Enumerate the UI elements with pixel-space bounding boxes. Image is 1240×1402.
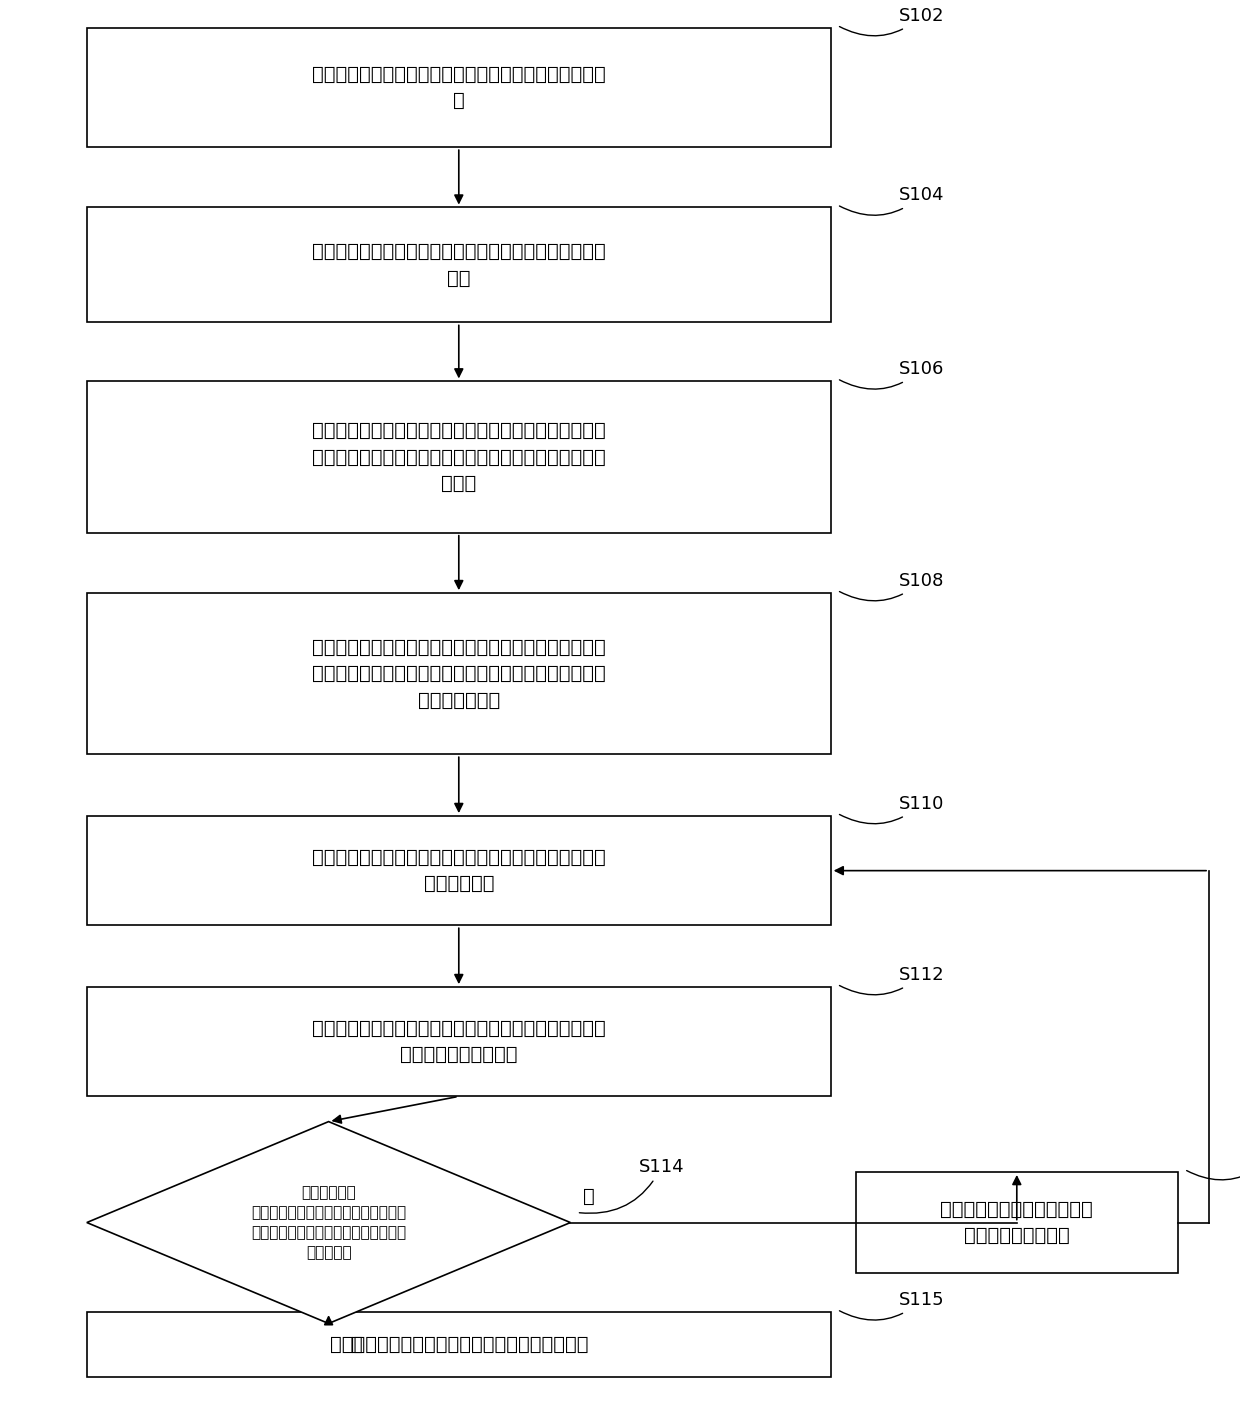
Text: 将无线通信信
号的信号频谱与处理后的无线通信信号
的信号频谱进行比较以确定第一干扰信
号是否消除: 将无线通信信 号的信号频谱与处理后的无线通信信号 的信号频谱进行比较以确定第一干… bbox=[250, 1185, 407, 1260]
Text: 获取在开启无线通信集成电路的天线时采集的无线通信信
号: 获取在开启无线通信集成电路的天线时采集的无线通信信 号 bbox=[312, 64, 605, 111]
Polygon shape bbox=[87, 1122, 570, 1323]
Text: 根据第一抵消信号的相反的特征信息更新噪声模型: 根据第一抵消信号的相反的特征信息更新噪声模型 bbox=[330, 1335, 588, 1354]
Text: 根据预设的噪声模型中与第一干扰信号最接近的噪声信号
的信号频谱，生成与第一干扰信号最接近的噪声信号相反
的第一抵消信号: 根据预设的噪声模型中与第一干扰信号最接近的噪声信号 的信号频谱，生成与第一干扰信… bbox=[312, 638, 605, 709]
Text: S115: S115 bbox=[839, 1291, 945, 1321]
Text: S112: S112 bbox=[839, 966, 945, 995]
Text: 将无线通信信号的信号频谱与预设的噪声模型中的各噪声
信号的信号频谱进行比较，确定无线通信信号中的第一干
扰信号: 将无线通信信号的信号频谱与预设的噪声模型中的各噪声 信号的信号频谱进行比较，确定… bbox=[312, 421, 605, 494]
Text: 对无线通信信号进行频谱分析，得到无线通信信号的信号
频谱: 对无线通信信号进行频谱分析，得到无线通信信号的信号 频谱 bbox=[312, 243, 605, 287]
Text: 对无线通信信号和第一抵消信号进行处理，得到处理后的
无线通信信号: 对无线通信信号和第一抵消信号进行处理，得到处理后的 无线通信信号 bbox=[312, 848, 605, 893]
Text: 否: 否 bbox=[583, 1186, 594, 1206]
Text: S104: S104 bbox=[839, 186, 945, 216]
Bar bbox=[87, 381, 831, 533]
Text: S110: S110 bbox=[839, 795, 945, 824]
Bar bbox=[87, 987, 831, 1096]
Bar bbox=[87, 28, 831, 147]
Bar bbox=[87, 593, 831, 754]
Text: 是: 是 bbox=[351, 1335, 362, 1354]
Text: 对处理后的无线通信信号进行频谱分析，得到处理后的无
线通信信号的信号频谱: 对处理后的无线通信信号进行频谱分析，得到处理后的无 线通信信号的信号频谱 bbox=[312, 1019, 605, 1064]
Text: 调整第一抵消信息的幅度得到
更新的第一抵消信号: 调整第一抵消信息的幅度得到 更新的第一抵消信号 bbox=[940, 1200, 1094, 1245]
Bar bbox=[856, 1172, 1178, 1273]
Text: S116: S116 bbox=[1187, 1151, 1240, 1180]
Text: S102: S102 bbox=[839, 7, 945, 36]
Bar bbox=[87, 1312, 831, 1377]
Text: S114: S114 bbox=[579, 1158, 684, 1213]
Bar bbox=[87, 207, 831, 322]
Text: S106: S106 bbox=[839, 360, 945, 390]
Text: S108: S108 bbox=[839, 572, 945, 601]
Bar bbox=[87, 816, 831, 925]
